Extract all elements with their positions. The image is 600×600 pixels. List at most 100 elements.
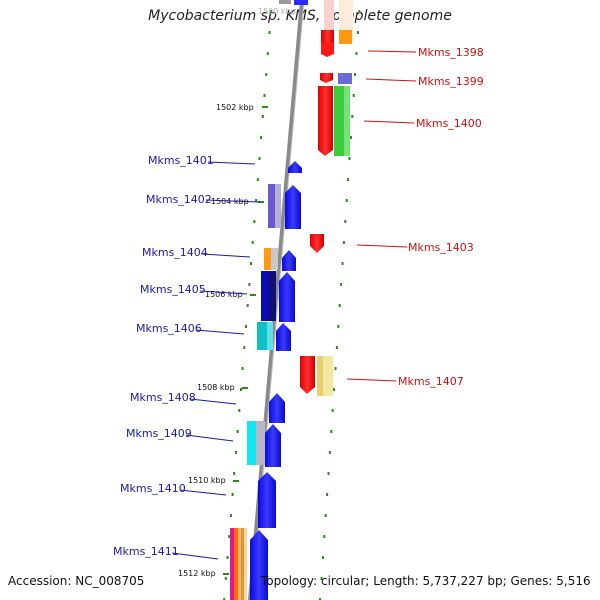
track-dot (347, 178, 350, 181)
track-dot (323, 535, 326, 538)
svg-text:Mkms_1411: Mkms_1411 (113, 545, 179, 558)
gene-arrow-mkms-1411[interactable] (230, 528, 268, 600)
track-dot (229, 514, 232, 517)
accession-text: Accession: NC_008705 (8, 574, 145, 588)
track-dot (352, 94, 355, 97)
svg-text:1502 kbp: 1502 kbp (216, 103, 254, 112)
kbp-tick-1504: 1504 kbp (211, 197, 264, 206)
track-dot (263, 94, 266, 97)
track-dot (233, 472, 236, 475)
svg-text:Mkms_1402: Mkms_1402 (146, 193, 212, 206)
track-dot (223, 598, 226, 600)
svg-text:Mkms_1405: Mkms_1405 (140, 283, 206, 296)
gene-label-mkms-1409[interactable]: Mkms_1409 (126, 427, 234, 442)
track-dot (331, 409, 334, 412)
track-dot (251, 241, 254, 244)
gene-label-mkms-1400[interactable]: Mkms_1400 (363, 117, 482, 130)
track-dot (344, 220, 347, 223)
gene-label-mkms-1402[interactable]: Mkms_1402 (146, 193, 261, 206)
topology-text: Topology: circular; Length: 5,737,227 bp… (261, 574, 591, 588)
gene-arrow-mkms-1407[interactable] (300, 356, 333, 396)
track-dot (333, 388, 336, 391)
track-dot (337, 325, 340, 328)
gene-arrow-mkms-1405[interactable] (261, 271, 295, 322)
gene-label-mkms-1411[interactable]: Mkms_1411 (113, 545, 219, 560)
track-dot (246, 304, 249, 307)
gene-arrow-mkms-1408[interactable] (269, 393, 285, 423)
gene-label-mkms-1406[interactable]: Mkms_1406 (136, 322, 245, 335)
track-dot (327, 472, 330, 475)
track-dot (328, 451, 331, 454)
track-dot (248, 283, 251, 286)
gene-arrow-mkms-1399[interactable] (320, 73, 352, 84)
svg-text:Mkms_1406: Mkms_1406 (136, 322, 202, 335)
track-dot (354, 73, 357, 76)
track-dot (358, 10, 361, 13)
track-dot (338, 304, 341, 307)
track-dot (270, 10, 273, 13)
gene-arrow-mkms-1400[interactable] (318, 86, 350, 156)
track-dot (348, 157, 351, 160)
gene-arrow-mkms-1410[interactable] (258, 472, 276, 528)
svg-text:Mkms_1404: Mkms_1404 (142, 246, 208, 259)
svg-text:1504 kbp: 1504 kbp (211, 197, 249, 206)
track-dot (265, 73, 268, 76)
kbp-tick-1506: 1506 kbp (205, 290, 256, 299)
kbp-tick-1502: 1502 kbp (216, 103, 268, 112)
track-dot (349, 136, 352, 139)
gene-label-mkms-1398[interactable]: Mkms_1398 (367, 46, 484, 59)
track-dot (321, 556, 324, 559)
track-dot (260, 136, 263, 139)
track-dot (228, 535, 231, 538)
svg-text:Mkms_1408: Mkms_1408 (130, 391, 196, 404)
kbp-label-top: 1500 kbp (258, 7, 296, 16)
track-dot (324, 514, 327, 517)
track-dot (238, 409, 241, 412)
gene-arrow-mkms-1401[interactable] (288, 161, 302, 173)
kbp-tick-1510: 1510 kbp (188, 476, 239, 485)
gene-arrow-mkms-1403[interactable] (310, 234, 324, 253)
svg-text:Mkms_1399: Mkms_1399 (418, 75, 484, 88)
track-dot (356, 31, 359, 34)
svg-text:1506 kbp: 1506 kbp (205, 290, 243, 299)
gene-label-mkms-1405[interactable]: Mkms_1405 (140, 283, 248, 296)
track-dot (240, 388, 242, 391)
gene-label-mkms-1399[interactable]: Mkms_1399 (365, 75, 484, 88)
track-dot (351, 115, 354, 118)
track-dot (341, 262, 344, 265)
track-dot (334, 367, 337, 370)
gene-arrow-mkms-1404[interactable] (264, 248, 296, 271)
kbp-tick-1508: 1508 kbp (197, 383, 248, 392)
gene-label-mkms-1401[interactable]: Mkms_1401 (148, 154, 256, 167)
gene-arrow-mkms-1406[interactable] (257, 322, 291, 351)
svg-text:1512 kbp: 1512 kbp (178, 569, 216, 578)
svg-text:Mkms_1407: Mkms_1407 (398, 375, 464, 388)
gene-label-mkms-1408[interactable]: Mkms_1408 (130, 391, 237, 405)
gene-label-mkms-1404[interactable]: Mkms_1404 (142, 246, 251, 259)
track-dot (258, 157, 261, 160)
track-dot (340, 283, 343, 286)
track-dot (345, 199, 348, 202)
svg-text:1510 kbp: 1510 kbp (188, 476, 226, 485)
gene-arrow-mkms-1402[interactable] (268, 184, 301, 229)
gene-label-mkms-1410[interactable]: Mkms_1410 (120, 482, 227, 496)
track-dot (355, 52, 358, 55)
track-dot (330, 430, 333, 433)
svg-text:Mkms_1401: Mkms_1401 (148, 154, 214, 167)
svg-text:Mkms_1410: Mkms_1410 (120, 482, 186, 495)
track-dot (326, 493, 329, 496)
track-dot (268, 31, 271, 34)
track-dot (253, 220, 256, 223)
svg-text:Mkms_1400: Mkms_1400 (416, 117, 482, 130)
track-dot (319, 598, 322, 600)
gene-arrow-mkms-1409[interactable] (247, 421, 281, 467)
track-dot (224, 577, 227, 580)
track-dot (234, 451, 237, 454)
svg-text:Mkms_1398: Mkms_1398 (418, 46, 484, 59)
track-dot (231, 493, 234, 496)
gene-label-mkms-1407[interactable]: Mkms_1407 (346, 375, 464, 388)
track-dot (226, 556, 229, 559)
gene-arrow-mkms-1398[interactable] (321, 30, 352, 57)
gene-label-mkms-1403[interactable]: Mkms_1403 (356, 241, 474, 254)
